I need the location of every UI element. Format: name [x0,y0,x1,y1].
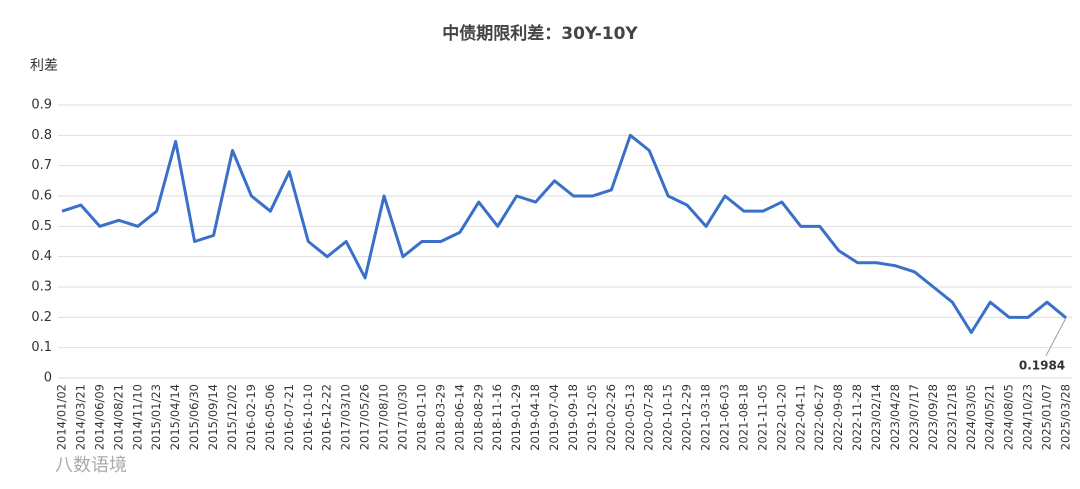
x-tick-label: 2018-11-16 [490,384,504,451]
x-tick-label: 2016-07-21 [282,384,296,451]
x-tick-label: 2019-09-18 [566,384,580,451]
x-tick-label: 2022-01-20 [774,384,788,451]
x-tick-label: 2020-02-26 [604,384,618,451]
y-tick-label: 0.7 [31,158,52,173]
x-tick-label: 2023/07/17 [907,384,921,450]
x-tick-label: 2023/04/28 [888,384,902,450]
x-tick-label: 2019-12-05 [585,384,599,451]
y-tick-label: 0 [44,371,52,386]
x-tick-label: 2017/05/26 [358,384,372,450]
y-tick-label: 0.6 [31,189,52,204]
x-tick-label: 2023/02/14 [869,384,883,450]
x-tick-label: 2019-01-29 [509,384,523,451]
x-tick-label: 2014/03/21 [73,384,87,450]
x-tick-label: 2022-09-08 [831,384,845,451]
x-tick-label: 2018-06-14 [452,384,466,451]
y-tick-label: 0.2 [31,310,52,325]
x-tick-label: 2021-11-05 [755,384,769,451]
x-tick-label: 2023/09/28 [926,384,940,450]
x-tick-label: 2017/08/10 [377,384,391,450]
x-tick-label: 2018-01-10 [414,384,428,451]
x-tick-label: 2014/11/10 [130,384,144,450]
x-tick-label: 2018-08-29 [471,384,485,451]
y-tick-label: 0.9 [31,98,52,113]
x-tick-label: 2014/06/09 [92,384,106,450]
x-tick-label: 2015/06/30 [187,384,201,450]
x-tick-label: 2020-12-29 [680,384,694,451]
x-tick-label: 2022-06-27 [812,384,826,451]
x-tick-label: 2019-04-18 [528,384,542,451]
x-tick-label: 2024/10/23 [1021,384,1035,450]
x-tick-label: 2015/12/02 [225,384,239,450]
x-tick-label: 2016-10-10 [301,384,315,451]
x-tick-label: 2024/08/05 [1002,384,1016,450]
x-tick-label: 2024/03/05 [964,384,978,450]
data-label: 0.1984 [1019,358,1065,372]
x-tick-label: 2014/08/21 [111,384,125,450]
x-tick-label: 2022-11-28 [850,384,864,451]
x-tick-label: 2019-07-04 [547,384,561,451]
x-tick-label: 2016-12-22 [320,384,334,451]
x-tick-label: 2020-10-15 [661,384,675,451]
x-tick-label: 2015/04/14 [168,384,182,450]
line [61,133,1067,334]
x-tick-label: 2021-08-18 [736,384,750,451]
x-tick-label: 2021-06-03 [718,384,732,451]
x-tick-label: 2022-04-11 [793,384,807,451]
x-tick-label: 2021-03-18 [699,384,713,451]
annotation-leader [1045,317,1067,357]
y-tick-label: 0.8 [31,128,52,143]
x-tick-label: 2015/01/23 [149,384,163,450]
x-tick-label: 2016-02-19 [244,384,258,451]
x-tick-label: 2024/05/21 [983,384,997,450]
x-tick-label: 2017/03/10 [339,384,353,450]
y-axis-label: 利差 [30,58,58,74]
x-tick-label: 2014/01/02 [55,384,69,450]
x-tick-label: 2015/09/14 [206,384,220,450]
y-tick-label: 0.4 [31,249,52,264]
x-tick-label: 2025/01/07 [1040,384,1054,450]
y-tick-label: 0.5 [31,219,52,234]
chart-title: 中债期限利差：30Y-10Y [442,23,638,44]
x-tick-label: 2017/10/30 [395,384,409,450]
x-tick-label: 2016-05-06 [263,384,277,451]
x-tick-label: 2018-03-29 [433,384,447,451]
x-tick-label: 2023/12/18 [945,384,959,450]
y-tick-label: 0.1 [31,340,52,355]
x-tick-label: 2025/03/28 [1059,384,1073,450]
y-tick-label: 0.3 [31,280,52,295]
x-tick-label: 2020-07-28 [642,384,656,451]
watermark: 八数语境 [55,455,127,476]
x-tick-label: 2020-05-13 [623,384,637,451]
